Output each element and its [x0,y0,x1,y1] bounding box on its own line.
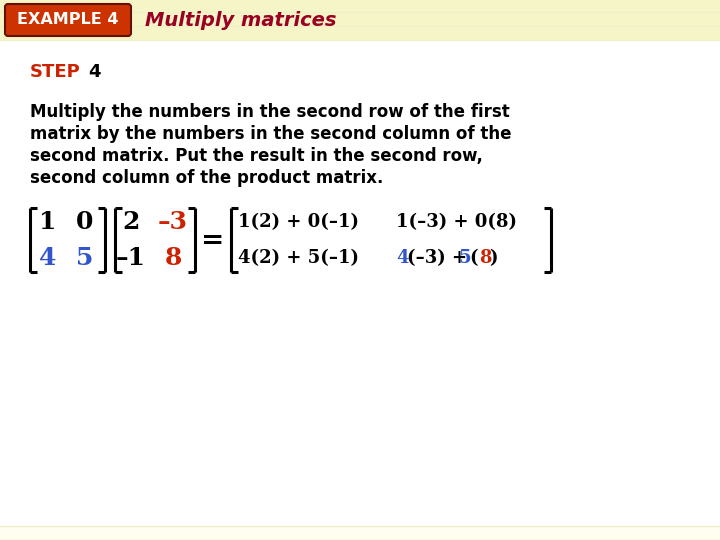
FancyBboxPatch shape [0,18,720,526]
FancyBboxPatch shape [0,0,720,40]
Text: 5: 5 [76,246,94,270]
Text: 4(2) + 5(–1): 4(2) + 5(–1) [238,249,359,267]
Text: second matrix. Put the result in the second row,: second matrix. Put the result in the sec… [30,147,483,165]
Text: matrix by the numbers in the second column of the: matrix by the numbers in the second colu… [30,125,511,143]
Text: 1(–3) + 0(8): 1(–3) + 0(8) [395,213,516,231]
Text: =: = [202,226,225,253]
Text: (: ( [469,249,477,267]
Text: 0: 0 [76,210,94,234]
Text: 5: 5 [458,249,471,267]
Text: (–3) +: (–3) + [407,249,473,267]
FancyBboxPatch shape [5,4,131,36]
Text: 4: 4 [40,246,57,270]
Text: –1: –1 [116,246,146,270]
Text: second column of the product matrix.: second column of the product matrix. [30,169,383,187]
Text: 8: 8 [164,246,181,270]
Text: 1: 1 [40,210,57,234]
Text: 4: 4 [88,63,101,81]
Text: 1(2) + 0(–1): 1(2) + 0(–1) [238,213,359,231]
Text: 4: 4 [396,249,408,267]
Text: 2: 2 [122,210,140,234]
Text: 8: 8 [479,249,492,267]
Text: EXAMPLE 4: EXAMPLE 4 [17,12,119,28]
Text: ): ) [489,249,498,267]
Text: –3: –3 [158,210,188,234]
Text: Multiply the numbers in the second row of the first: Multiply the numbers in the second row o… [30,103,510,121]
Text: Multiply matrices: Multiply matrices [145,10,336,30]
Text: STEP: STEP [30,63,81,81]
